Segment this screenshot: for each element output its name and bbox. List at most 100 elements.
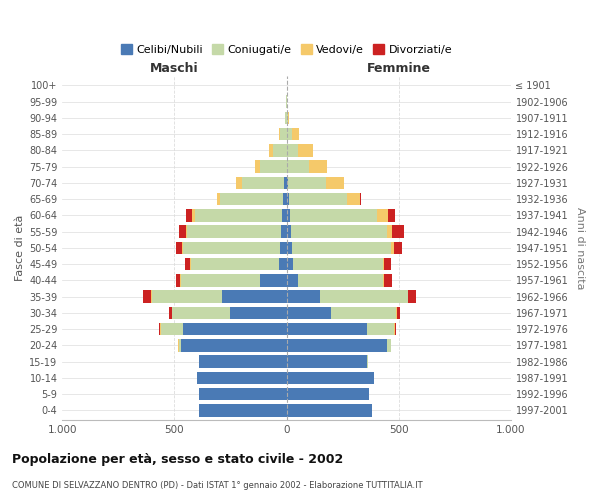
Bar <box>220 193 283 205</box>
Bar <box>287 323 367 336</box>
Bar <box>287 258 293 270</box>
Bar <box>273 144 287 156</box>
Bar <box>289 193 347 205</box>
Bar <box>287 128 292 140</box>
Bar <box>169 306 172 319</box>
Bar <box>278 128 280 140</box>
Text: Popolazione per età, sesso e stato civile - 2002: Popolazione per età, sesso e stato civil… <box>12 452 343 466</box>
Bar <box>397 306 400 319</box>
Bar <box>281 226 287 238</box>
Bar <box>242 176 284 189</box>
Bar <box>176 242 182 254</box>
Bar <box>172 306 230 319</box>
Bar <box>179 339 181 351</box>
Bar <box>347 193 361 205</box>
Bar <box>287 372 374 384</box>
Bar <box>159 323 160 336</box>
Bar <box>388 226 392 238</box>
Bar <box>179 226 185 238</box>
Bar <box>287 356 367 368</box>
Bar <box>394 242 402 254</box>
Bar <box>392 226 404 238</box>
Bar <box>197 372 287 384</box>
Bar <box>152 290 221 303</box>
Bar <box>293 258 383 270</box>
Bar <box>292 128 299 140</box>
Bar <box>407 290 408 303</box>
Bar <box>269 144 273 156</box>
Bar <box>367 323 394 336</box>
Bar <box>190 258 191 270</box>
Bar <box>287 404 371 416</box>
Bar <box>292 242 391 254</box>
Bar <box>384 258 391 270</box>
Bar <box>287 112 289 124</box>
Bar <box>287 339 388 351</box>
Bar <box>283 193 287 205</box>
Y-axis label: Fasce di età: Fasce di età <box>15 214 25 281</box>
Bar <box>260 274 287 286</box>
Bar <box>191 258 278 270</box>
Bar <box>184 242 280 254</box>
Bar <box>287 274 298 286</box>
Bar <box>383 274 384 286</box>
Bar <box>176 274 180 286</box>
Bar <box>255 160 260 173</box>
Bar <box>143 290 151 303</box>
Bar <box>260 160 287 173</box>
Bar <box>287 176 326 189</box>
Bar <box>287 160 309 173</box>
Bar <box>217 193 220 205</box>
Bar <box>199 388 287 400</box>
Bar <box>291 226 388 238</box>
Legend: Celibi/Nubili, Coniugati/e, Vedovi/e, Divorziati/e: Celibi/Nubili, Coniugati/e, Vedovi/e, Di… <box>116 40 457 59</box>
Bar <box>180 274 181 286</box>
Bar <box>287 226 291 238</box>
Bar <box>187 226 281 238</box>
Y-axis label: Anni di nascita: Anni di nascita <box>575 206 585 289</box>
Bar <box>287 242 292 254</box>
Bar <box>286 112 287 124</box>
Bar <box>185 209 193 222</box>
Bar <box>408 290 416 303</box>
Bar <box>280 128 287 140</box>
Text: Maschi: Maschi <box>150 62 199 75</box>
Bar <box>160 323 161 336</box>
Bar <box>287 306 331 319</box>
Bar <box>185 226 187 238</box>
Text: COMUNE DI SELVAZZANO DENTRO (PD) - Dati ISTAT 1° gennaio 2002 - Elaborazione TUT: COMUNE DI SELVAZZANO DENTRO (PD) - Dati … <box>12 480 422 490</box>
Bar <box>298 144 313 156</box>
Bar <box>181 339 287 351</box>
Bar <box>287 388 370 400</box>
Bar <box>287 193 289 205</box>
Bar <box>230 306 287 319</box>
Bar <box>280 242 287 254</box>
Text: Femmine: Femmine <box>367 62 431 75</box>
Bar <box>185 258 190 270</box>
Bar <box>309 160 327 173</box>
Bar <box>287 209 290 222</box>
Bar <box>181 274 260 286</box>
Bar <box>199 404 287 416</box>
Bar <box>284 176 287 189</box>
Bar <box>388 209 395 222</box>
Bar <box>298 274 383 286</box>
Bar <box>287 144 298 156</box>
Bar <box>384 274 392 286</box>
Bar <box>290 209 377 222</box>
Bar <box>320 290 407 303</box>
Bar <box>278 258 287 270</box>
Bar <box>326 176 344 189</box>
Bar <box>199 356 287 368</box>
Bar <box>193 209 194 222</box>
Bar <box>377 209 388 222</box>
Bar <box>184 323 287 336</box>
Bar <box>287 290 320 303</box>
Bar <box>236 176 242 189</box>
Bar <box>388 339 391 351</box>
Bar <box>151 290 152 303</box>
Bar <box>383 258 384 270</box>
Bar <box>391 242 394 254</box>
Bar <box>161 323 184 336</box>
Bar <box>194 209 282 222</box>
